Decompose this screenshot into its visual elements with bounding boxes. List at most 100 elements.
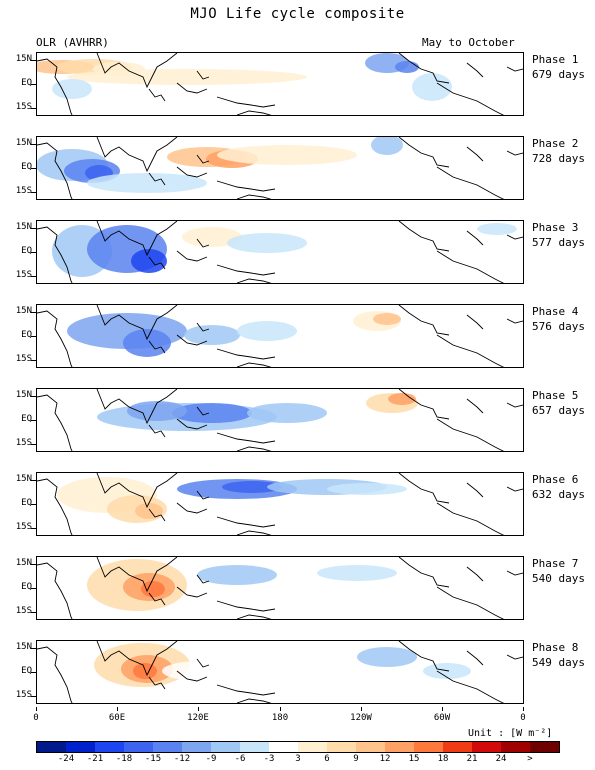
coastline bbox=[506, 318, 523, 324]
phase-label: Phase 5 657 days bbox=[532, 388, 585, 418]
phase-name: Phase 1 bbox=[532, 53, 579, 66]
olr-anomaly-map bbox=[37, 389, 523, 451]
coastline bbox=[37, 646, 73, 703]
coastline bbox=[216, 684, 276, 696]
phase-label: Phase 8 549 days bbox=[532, 640, 585, 670]
lat-tick bbox=[31, 504, 36, 505]
phase-map-panel bbox=[36, 388, 524, 452]
phase-map-panel bbox=[36, 556, 524, 620]
anomaly-region bbox=[373, 313, 401, 325]
colorbar-swatch bbox=[385, 742, 414, 752]
anomaly-region bbox=[47, 407, 87, 431]
coastline bbox=[436, 586, 505, 619]
lat-tick bbox=[31, 228, 36, 229]
unit-label: Unit : [W m⁻²] bbox=[468, 728, 553, 739]
coastline bbox=[398, 221, 450, 252]
colorbar-label: 3 bbox=[295, 754, 301, 764]
lat-label: 15S bbox=[15, 186, 32, 196]
anomaly-region bbox=[427, 517, 487, 533]
coastline bbox=[436, 670, 505, 703]
coastline bbox=[436, 418, 505, 451]
phase-days: 577 days bbox=[532, 236, 585, 249]
coastline bbox=[236, 110, 272, 115]
colorbar-label: -12 bbox=[173, 754, 191, 764]
lat-tick bbox=[31, 648, 36, 649]
anomaly-region bbox=[317, 565, 397, 581]
colorbar-label: -24 bbox=[57, 754, 75, 764]
coastline bbox=[466, 482, 484, 498]
coastline bbox=[176, 418, 208, 430]
colorbar-swatch bbox=[298, 742, 327, 752]
coastline bbox=[37, 310, 73, 367]
colorbar-swatch bbox=[37, 742, 66, 752]
colorbar-swatch bbox=[472, 742, 501, 752]
coastline bbox=[236, 194, 272, 199]
lat-label: 15N bbox=[15, 474, 32, 484]
season-label: May to October bbox=[422, 36, 515, 49]
lon-label: 120W bbox=[350, 713, 372, 723]
colorbar-swatch bbox=[530, 742, 559, 752]
colorbar-swatch bbox=[66, 742, 95, 752]
anomaly-region bbox=[141, 581, 165, 597]
lat-label: EQ bbox=[21, 330, 32, 340]
coastline bbox=[37, 478, 73, 535]
anomaly-region bbox=[217, 145, 357, 165]
coastline bbox=[506, 402, 523, 408]
phase-map-panel bbox=[36, 220, 524, 284]
coastline bbox=[148, 508, 166, 522]
coastline bbox=[37, 58, 73, 115]
coastline bbox=[196, 574, 210, 584]
lat-tick bbox=[31, 252, 36, 253]
lat-label: 15S bbox=[15, 690, 32, 700]
anomaly-region bbox=[412, 73, 452, 101]
colorbar-label: 12 bbox=[379, 754, 391, 764]
colorbar-swatch bbox=[501, 742, 530, 752]
coastline bbox=[236, 530, 272, 535]
coastline bbox=[436, 502, 505, 535]
lat-label: 15S bbox=[15, 438, 32, 448]
lat-tick bbox=[31, 60, 36, 61]
phase-name: Phase 2 bbox=[532, 137, 579, 150]
coastline bbox=[236, 698, 272, 703]
phase-days: 728 days bbox=[532, 152, 585, 165]
coastline bbox=[466, 566, 484, 582]
olr-anomaly-map bbox=[37, 557, 523, 619]
lat-label: 15N bbox=[15, 390, 32, 400]
phase-name: Phase 6 bbox=[532, 473, 579, 486]
coastline bbox=[176, 586, 208, 598]
colorbar-label: -3 bbox=[263, 754, 275, 764]
anomaly-region bbox=[127, 401, 187, 421]
coastline bbox=[236, 614, 272, 619]
phase-days: 657 days bbox=[532, 404, 585, 417]
lat-label: 15S bbox=[15, 270, 32, 280]
olr-anomaly-map bbox=[37, 137, 523, 199]
anomaly-region bbox=[182, 227, 242, 247]
lat-tick bbox=[31, 564, 36, 565]
colorbar-label: 21 bbox=[466, 754, 478, 764]
coastline bbox=[196, 406, 210, 416]
colorbar-swatch bbox=[240, 742, 269, 752]
lat-tick bbox=[31, 528, 36, 529]
phase-map-panel bbox=[36, 640, 524, 704]
phase-name: Phase 3 bbox=[532, 221, 579, 234]
colorbar-swatch bbox=[327, 742, 356, 752]
phase-name: Phase 8 bbox=[532, 641, 579, 654]
lat-label: 15N bbox=[15, 306, 32, 316]
colorbar-swatch bbox=[124, 742, 153, 752]
anomaly-region bbox=[357, 647, 417, 667]
coastline bbox=[398, 53, 450, 84]
anomaly-region bbox=[371, 137, 403, 155]
olr-anomaly-map bbox=[37, 305, 523, 367]
coastline bbox=[96, 557, 178, 593]
phase-days: 576 days bbox=[532, 320, 585, 333]
anomaly-region bbox=[67, 69, 307, 85]
lat-tick bbox=[31, 168, 36, 169]
colorbar-label: 9 bbox=[353, 754, 359, 764]
variable-label: OLR (AVHRR) bbox=[36, 36, 109, 49]
lat-label: EQ bbox=[21, 246, 32, 256]
phase-name: Phase 5 bbox=[532, 389, 579, 402]
lat-tick bbox=[31, 396, 36, 397]
lon-label: 0 bbox=[520, 713, 526, 723]
coastline bbox=[148, 676, 166, 690]
coastline bbox=[398, 557, 450, 588]
